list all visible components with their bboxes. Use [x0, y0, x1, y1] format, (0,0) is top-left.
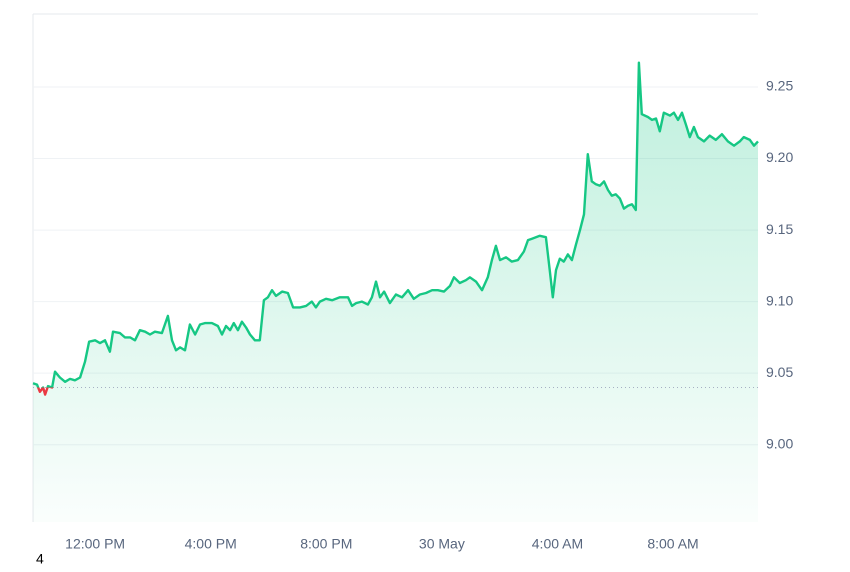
x-tick-label: 30 May — [419, 536, 465, 552]
x-tick-label: 4:00 PM — [185, 536, 237, 552]
x-tick-label: 12:00 PM — [65, 536, 125, 552]
x-tick-label: 8:00 PM — [300, 536, 352, 552]
x-tick-label: 8:00 AM — [647, 536, 698, 552]
y-tick-label: 9.25 — [766, 78, 793, 94]
y-tick-label: 9.10 — [766, 292, 793, 308]
x-tick-label: 4:00 AM — [532, 536, 583, 552]
y-tick-label: 9.20 — [766, 149, 793, 165]
y-tick-label: 9.00 — [766, 435, 793, 451]
y-tick-label: 9.15 — [766, 221, 793, 237]
footnote: 4 — [36, 551, 44, 567]
price-area — [33, 62, 758, 522]
price-line — [32, 61, 759, 396]
y-tick-label: 9.05 — [766, 364, 793, 380]
